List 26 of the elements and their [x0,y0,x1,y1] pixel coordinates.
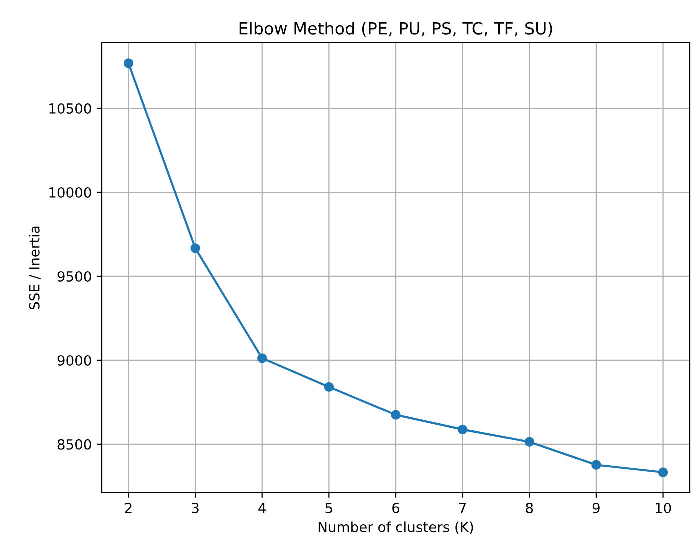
point [592,460,602,470]
x-tick-label: 4 [258,503,266,514]
x-tick-label: 3 [192,502,199,514]
point [124,58,134,68]
chart-title: Elbow Method (PE, PU, PS, TC, TF, SU) [240,22,552,37]
point [258,354,268,364]
x-tick-label: 5 [326,503,332,514]
x-axis-title: Number of clusters (K) [318,522,474,534]
point [658,468,668,478]
point [324,382,334,392]
x-tick-label: 8 [526,502,534,514]
point [190,244,200,254]
y-tick-label: 8500 [58,439,92,450]
point [458,424,468,435]
y-tick-label: 9500 [58,271,92,282]
x-tick-label: 9 [592,502,600,514]
x-tick-label: 2 [125,502,132,514]
x-tick-label: 7 [460,503,466,514]
y-tick-label: 10000 [50,187,92,198]
x-tick-label: 10 [656,502,672,514]
y-axis-title: SSE / Inertia [29,226,41,310]
point [391,410,401,420]
x-tick-label: 6 [392,502,400,514]
y-tick-label: 10500 [50,103,92,114]
y-tick-label: 9000 [58,355,92,366]
point [524,437,534,447]
